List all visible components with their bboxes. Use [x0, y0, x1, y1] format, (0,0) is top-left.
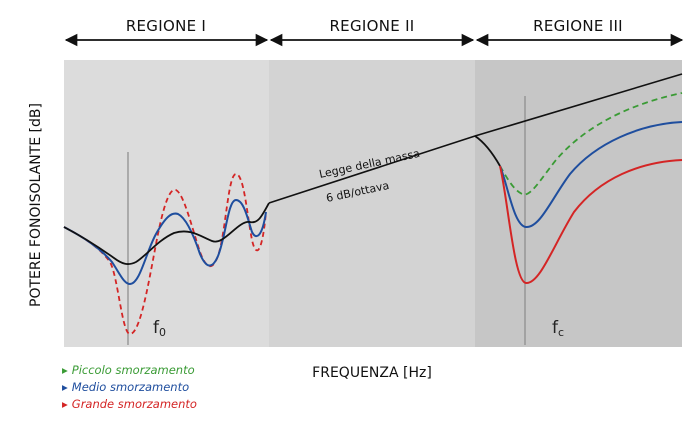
legend-marker-large: ▸ — [62, 397, 68, 411]
region-2-background — [269, 60, 475, 347]
region-3-background — [475, 60, 682, 347]
fc-main: f — [552, 318, 559, 338]
black-drop-region3 — [474, 135, 501, 167]
fc-subscript: c — [558, 326, 564, 339]
legend-label-medium: Medio smorzamento — [72, 380, 189, 394]
legend-marker-medium: ▸ — [62, 380, 68, 394]
small-damping-curve-region3 — [499, 92, 683, 196]
f0-subscript: 0 — [159, 326, 166, 339]
legend: ▸ Piccolo smorzamento ▸ Medio smorzamento … — [62, 363, 197, 411]
f0-label: f0 — [153, 318, 166, 339]
black-curve-region1 — [63, 202, 270, 265]
region-2-label: REGIONE II — [329, 17, 414, 35]
medium-damping-curve-region3 — [499, 121, 683, 229]
large-damping-curve-region3 — [499, 159, 683, 285]
legend-item-medium-damping: ▸ Medio smorzamento — [62, 380, 189, 394]
region-1-label: REGIONE I — [126, 17, 206, 35]
large-damping-curve-region1 — [63, 173, 267, 335]
legend-label-large: Grande smorzamento — [72, 397, 197, 411]
legend-label-small: Piccolo smorzamento — [72, 363, 195, 377]
fc-label: fc — [552, 318, 564, 339]
region-1-background — [64, 60, 269, 347]
legend-item-large-damping: ▸ Grande smorzamento — [62, 397, 197, 411]
x-axis-label: FREQUENZA [Hz] — [312, 365, 432, 381]
legend-marker-small: ▸ — [62, 363, 68, 377]
f0-main: f — [153, 318, 160, 338]
y-axis-label: POTERE FONOISOLANTE [dB] — [28, 103, 44, 307]
region-3-label: REGIONE III — [533, 17, 623, 35]
legend-item-small-damping: ▸ Piccolo smorzamento — [62, 363, 195, 377]
